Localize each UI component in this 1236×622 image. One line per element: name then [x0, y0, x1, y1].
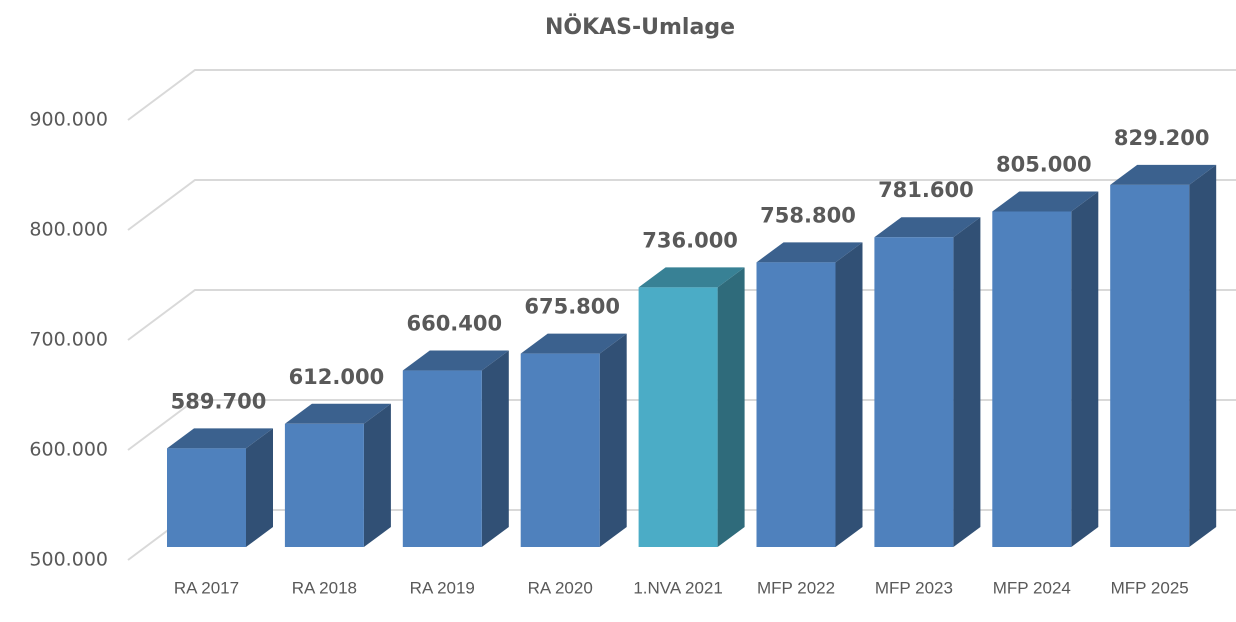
- value-label: 660.400: [406, 312, 502, 336]
- bar-top: [638, 267, 745, 288]
- x-tick-label: RA 2018: [292, 578, 357, 597]
- y-tick-label: 800.000: [29, 219, 108, 241]
- y-tick-label: 500.000: [29, 549, 108, 571]
- bar-side: [1189, 164, 1217, 547]
- value-label: 829.200: [1114, 126, 1210, 150]
- y-tick-label: 700.000: [29, 329, 108, 351]
- bar-top: [284, 403, 391, 424]
- bar-side: [481, 350, 509, 547]
- bar-top: [402, 350, 509, 371]
- x-tick-label: MFP 2025: [1111, 578, 1189, 597]
- value-label: 805.000: [996, 153, 1092, 177]
- bar-side: [1071, 191, 1099, 547]
- value-label: 758.800: [760, 203, 856, 227]
- bar-side: [246, 428, 273, 547]
- bar-side: [835, 242, 863, 547]
- chart-title: NÖKAS-Umlage: [545, 14, 735, 40]
- grid-line: [127, 179, 1236, 231]
- bar: [874, 237, 954, 548]
- x-tick-label: MFP 2024: [993, 578, 1071, 597]
- bar-top: [756, 242, 863, 263]
- bar: [638, 287, 718, 547]
- bar-top: [1110, 164, 1217, 185]
- bar-top: [992, 191, 1099, 212]
- bar: [167, 448, 246, 547]
- bar: [992, 211, 1072, 547]
- bar-top: [520, 333, 627, 354]
- x-tick-label: 1.NVA 2021: [633, 578, 722, 597]
- y-tick-label: 600.000: [29, 439, 108, 461]
- bar-top: [874, 217, 981, 238]
- value-label: 736.000: [642, 228, 738, 252]
- bar-side: [599, 333, 627, 547]
- x-tick-label: RA 2020: [528, 578, 593, 597]
- x-tick-label: MFP 2023: [875, 578, 953, 597]
- value-label: 675.800: [524, 295, 620, 319]
- value-label: 781.600: [878, 178, 974, 202]
- x-tick-label: RA 2019: [410, 578, 475, 597]
- bar-top: [167, 428, 273, 449]
- value-label: 612.000: [289, 365, 385, 389]
- bar: [1110, 184, 1190, 547]
- bar-side: [717, 267, 745, 547]
- bar: [402, 370, 482, 547]
- grid-line: [127, 69, 1236, 121]
- bar-side: [953, 217, 981, 548]
- x-tick-label: MFP 2022: [757, 578, 835, 597]
- value-label: 589.700: [171, 389, 267, 413]
- y-tick-label: 900.000: [29, 109, 108, 131]
- bar: [756, 262, 836, 547]
- bar: [520, 353, 600, 547]
- bar: [284, 423, 364, 547]
- bar-side: [363, 403, 391, 547]
- x-tick-label: RA 2017: [174, 578, 239, 597]
